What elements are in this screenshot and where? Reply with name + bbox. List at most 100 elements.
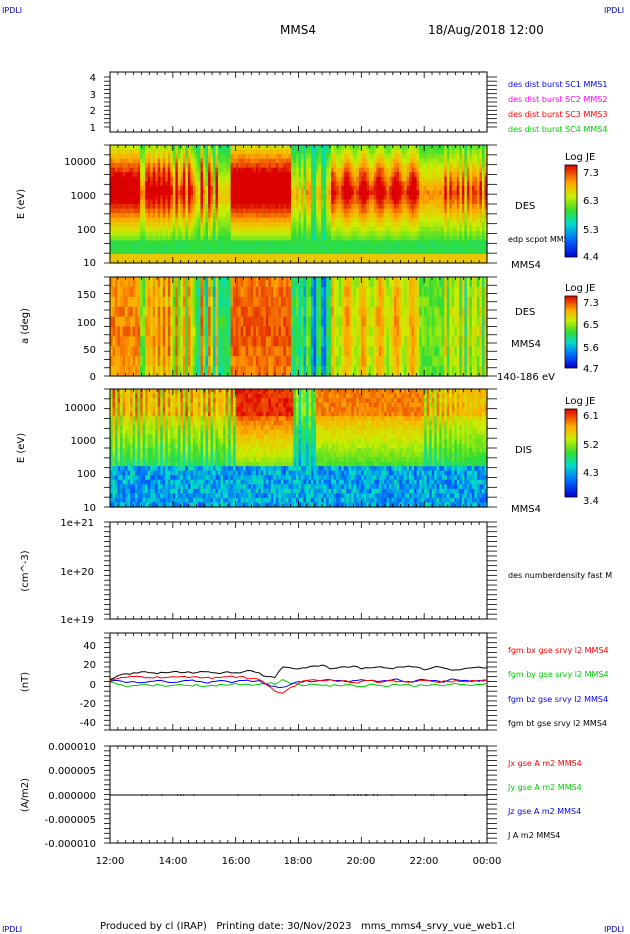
p3-heat-cell [205,286,209,298]
p2-heat-cell [117,235,121,241]
p2-heat-cell [145,158,149,164]
p2-heat-cell [235,253,239,260]
p2-heat-cell [265,172,269,178]
p2-heat-cell [404,185,408,191]
p2-heat-cell [268,231,272,237]
p3-heat-cell [301,356,305,367]
p2-heat-cell [197,240,202,246]
p2-heat-cell [429,154,433,160]
p2-heat-cell [416,213,420,219]
p3-heat-cell [200,356,204,367]
p3-heat-cell [228,306,232,318]
p3-heat-cell [197,286,202,298]
p2-heat-cell [343,222,347,228]
p2-heat-cell [348,249,352,255]
p3-heat-cell [112,346,116,357]
p2-heat-cell [235,226,239,232]
p2-heat-cell [469,172,473,178]
p2-heat-cell [378,208,383,214]
p2-heat-cell [255,158,259,164]
p3-heat-cell [230,326,234,337]
p3-heat-cell [135,356,139,367]
p2-heat-cell [416,204,420,210]
p2-heat-cell [471,235,476,241]
p2-heat-cell [434,258,438,264]
p2-heat-cell [238,154,242,160]
p3-heat-cell [127,277,131,288]
p2-heat-cell [122,208,126,214]
corner-label-bottom-left: IPDLI [2,925,22,934]
p2-heat-cell [190,213,194,219]
p3-heat-cell [192,336,197,347]
p2-heat-cell [142,163,146,169]
p2-heat-cell [411,253,415,260]
p2-heat-cell [192,231,197,237]
p3-heat-cell [306,296,310,308]
p3-heat-cell [295,316,300,328]
p2-heat-cell [167,244,171,250]
p2-heat-cell [318,231,322,237]
p2-heat-cell [444,172,448,178]
p2-heat-cell [358,213,362,219]
p2-heat-cell [122,163,126,169]
p2-heat-cell [175,244,179,250]
p2-heat-cell [117,213,121,219]
p2-heat-cell [115,258,119,264]
p2-heat-cell [200,194,204,201]
p3-heat-cell [270,316,274,328]
p2-heat-cell [341,213,345,219]
p3-heat-cell [157,286,161,298]
p2-heat-cell [311,167,315,173]
p2-heat-cell [223,240,227,246]
p3-heat-cell [187,346,192,357]
p2-heat-cell [280,231,285,237]
p2-heat-cell [208,231,212,237]
p2-heat-cell [306,235,310,241]
p2-heat-cell [363,231,367,237]
p2-heat-cell [115,176,119,182]
p2-heat-cell [338,149,342,155]
p2-heat-cell [160,172,164,178]
p2-heat-cell [127,185,131,191]
p2-heat-cell [301,167,305,173]
p2-heat-cell [424,249,428,255]
p2-heat-cell [177,149,181,155]
p2-heat-cell [366,222,370,228]
p3-heat-cell [308,316,312,328]
p2-heat-cell [449,154,453,160]
p2-heat-cell [155,154,159,160]
p3-heat-cell [202,336,207,347]
p2-heat-cell [215,190,219,196]
p2-heat-cell [268,154,272,160]
p2-heat-cell [479,172,483,178]
p2-heat-cell [381,217,385,223]
p2-heat-cell [200,167,204,173]
p2-heat-cell [235,235,239,241]
p3-heat-cell [185,326,189,337]
p3-heat-cell [245,277,249,288]
p2-heat-cell [205,244,209,250]
p2-heat-cell [454,149,458,155]
p2-heat-cell [368,258,372,264]
p2-heat-cell [288,145,292,151]
p3-heat-cell [278,296,282,308]
p2-heat-cell [456,185,460,191]
p2-heat-cell [341,204,345,210]
p2-heat-cell [409,204,413,210]
p2-heat-cell [290,167,295,173]
p3-heat-cell [250,277,254,288]
p2-heat-cell [180,231,184,237]
p2-heat-cell [416,253,420,260]
p3-heat-cell [110,346,114,357]
p2-heat-cell [170,226,174,232]
p2-heat-cell [323,167,327,173]
p2-heat-cell [197,185,202,191]
p2-heat-cell [474,213,478,219]
p2-heat-cell [459,176,463,182]
p3-heat-cell [205,277,209,288]
p2-heat-cell [167,240,171,246]
p2-heat-cell [336,172,340,178]
p2-heat-cell [170,163,174,169]
p2-heat-cell [371,199,375,205]
p2-heat-cell [431,208,435,214]
